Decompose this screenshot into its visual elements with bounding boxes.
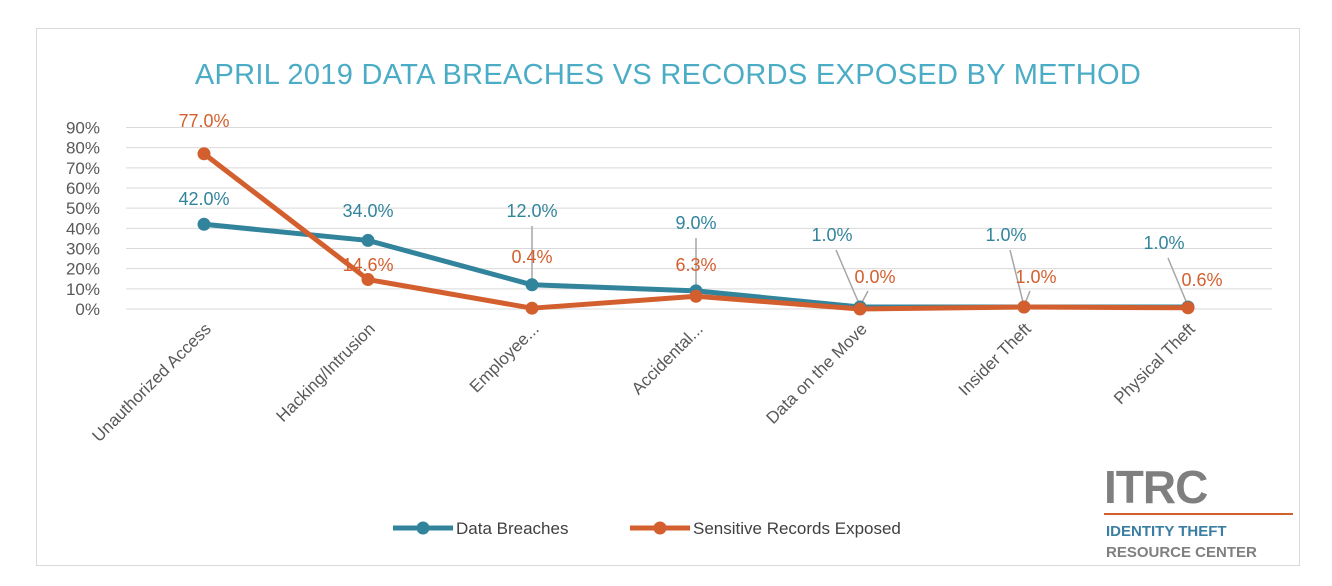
x-tick-label: Employee... [466, 319, 543, 396]
itrc-logo: ITRC IDENTITY THEFT RESOURCE CENTER [1104, 461, 1293, 561]
data-label-sensitive-records: 0.4% [511, 247, 552, 267]
legend-marker-sensitive-records [653, 521, 667, 535]
point-data-breaches [197, 217, 211, 231]
point-sensitive-records [361, 273, 375, 287]
y-axis-ticks: 0%10%20%30% 40%50%60%70%80%90% [66, 119, 100, 320]
x-tick-label: Hacking/Intrusion [273, 319, 379, 425]
series-points [197, 147, 1195, 316]
data-label-data-breaches: 12.0% [506, 201, 557, 221]
point-sensitive-records [197, 147, 211, 161]
logo-mark: ITRC [1104, 461, 1207, 513]
y-tick-label: 90% [66, 119, 100, 138]
point-sensitive-records [1181, 301, 1195, 315]
data-label-sensitive-records: 14.6% [342, 255, 393, 275]
data-label-sensitive-records: 1.0% [1015, 267, 1056, 287]
x-axis-labels: Unauthorized Access Hacking/Intrusion Empl… [88, 319, 1199, 446]
point-sensitive-records [689, 289, 703, 303]
legend-label-sensitive-records: Sensitive Records Exposed [693, 519, 901, 538]
y-tick-label: 40% [66, 219, 100, 238]
logo-line-1: IDENTITY THEFT [1106, 523, 1227, 540]
data-labels: 42.0% 34.0% 12.0% 9.0% 1.0% 1.0% 1.0% 77.0% 14.6… [178, 111, 1222, 290]
data-label-sensitive-records: 77.0% [178, 111, 229, 131]
y-tick-label: 80% [66, 139, 100, 158]
point-sensitive-records [1017, 300, 1031, 314]
leader-line [1009, 249, 1025, 307]
y-tick-label: 30% [66, 240, 100, 259]
data-label-sensitive-records: 0.0% [854, 267, 895, 287]
legend-marker-data-breaches [416, 521, 430, 535]
legend: Data Breaches Sensitive Records Exposed [393, 519, 901, 538]
leader-line [835, 249, 861, 307]
x-tick-label: Unauthorized Access [88, 319, 214, 445]
data-label-data-breaches: 1.0% [1143, 233, 1184, 253]
leader-lines [531, 226, 1189, 307]
legend-label-data-breaches: Data Breaches [456, 519, 568, 538]
y-tick-label: 0% [75, 300, 100, 319]
data-label-data-breaches: 34.0% [342, 201, 393, 221]
y-tick-label: 60% [66, 179, 100, 198]
logo-line-2: RESOURCE CENTER [1106, 544, 1257, 561]
data-label-data-breaches: 1.0% [985, 225, 1026, 245]
y-tick-label: 70% [66, 159, 100, 178]
y-tick-label: 10% [66, 280, 100, 299]
y-tick-label: 20% [66, 260, 100, 279]
data-label-data-breaches: 1.0% [811, 225, 852, 245]
data-label-data-breaches: 42.0% [178, 189, 229, 209]
data-label-data-breaches: 9.0% [675, 213, 716, 233]
point-sensitive-records [853, 302, 867, 316]
data-label-sensitive-records: 0.6% [1181, 270, 1222, 290]
chart-title: APRIL 2019 DATA BREACHES VS RECORDS EXPO… [195, 59, 1141, 91]
x-tick-label: Accidental... [628, 319, 707, 398]
point-sensitive-records [525, 301, 539, 315]
chart-frame [36, 28, 1300, 566]
x-tick-label: Data on the Move [762, 319, 870, 427]
point-data-breaches [361, 233, 375, 247]
data-label-sensitive-records: 6.3% [675, 255, 716, 275]
y-tick-label: 50% [66, 199, 100, 218]
leader-line [1167, 257, 1189, 307]
point-data-breaches [525, 278, 539, 292]
x-tick-label: Physical Theft [1110, 319, 1199, 408]
x-tick-label: Insider Theft [955, 319, 1035, 399]
